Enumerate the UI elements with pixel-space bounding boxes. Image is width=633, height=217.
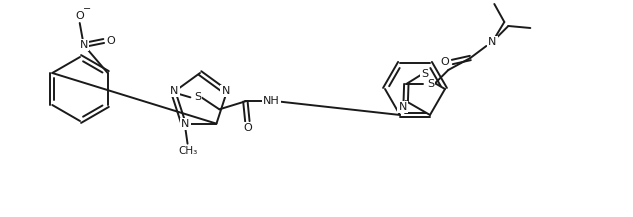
Text: N: N [182, 119, 190, 129]
Text: N: N [80, 40, 88, 50]
Text: CH₃: CH₃ [178, 146, 197, 156]
Text: N: N [170, 86, 179, 96]
Text: NH: NH [263, 96, 280, 106]
Text: N: N [488, 37, 496, 47]
Text: S: S [194, 92, 201, 102]
Text: O: O [106, 36, 115, 46]
Text: N: N [222, 86, 230, 96]
Text: S: S [427, 79, 434, 89]
Text: S: S [421, 69, 429, 79]
Text: O: O [75, 11, 84, 21]
Text: −: − [83, 4, 91, 14]
Text: O: O [243, 123, 252, 133]
Text: O: O [440, 57, 449, 67]
Text: N: N [399, 102, 407, 112]
